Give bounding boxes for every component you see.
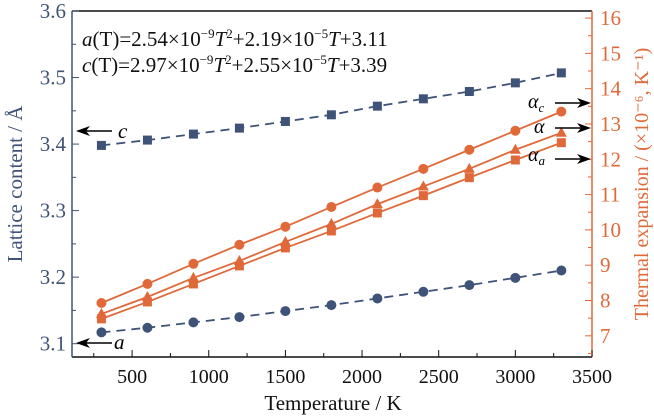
series-2-point [280, 221, 291, 232]
series-1-point [142, 322, 153, 333]
series-4-point [142, 297, 152, 307]
series-4-point [372, 208, 382, 218]
series-1-point [556, 265, 567, 276]
series-3-point [509, 143, 521, 154]
x-axis-title: Temperature / K [264, 391, 401, 415]
series-0-point [234, 123, 244, 133]
series-1-point [188, 317, 199, 328]
y-right-tick-label: 11 [600, 183, 620, 207]
arrow-c: c [76, 119, 128, 143]
series-3-point [417, 180, 429, 191]
y-left-tick-label: 3.4 [40, 132, 67, 156]
arrow-alpha-a-label: αa [528, 144, 546, 168]
series-4-point [280, 243, 290, 253]
x-tick-label: 500 [117, 366, 147, 388]
series-1-point [464, 280, 475, 291]
series-3-point [325, 217, 337, 228]
y-right-tick-label: 16 [600, 6, 621, 30]
series-4-point [326, 226, 336, 236]
y-right-tick-label: 8 [600, 289, 611, 313]
series-2-point [234, 239, 245, 250]
series-0-point [372, 101, 382, 111]
series-2-point [142, 278, 153, 289]
series-4-point [510, 155, 520, 165]
y-left-tick-label: 3.1 [40, 332, 66, 356]
series-2-point [188, 258, 199, 269]
series-3-point [463, 162, 475, 173]
series-4-point [418, 191, 428, 201]
series-0-point [418, 94, 428, 104]
series-2-point [418, 163, 429, 174]
x-tick-label: 1500 [265, 366, 305, 388]
series-4-point [96, 314, 106, 324]
arrow-alpha-label: α [534, 116, 545, 138]
y-left-tick-label: 3.6 [40, 0, 66, 23]
series-3-point [187, 271, 199, 282]
arrow-a-label: a [114, 330, 125, 354]
arrow-a: a [76, 330, 125, 354]
series-3-point [279, 235, 291, 246]
arrow-c-label: c [118, 119, 128, 143]
y-left-tick-label: 3.3 [40, 199, 66, 223]
series-2-point [510, 125, 521, 136]
y-right-tick-label: 12 [600, 147, 621, 171]
x-tick-label: 1000 [189, 366, 229, 388]
series-4-point [188, 279, 198, 289]
y-right-tick-label: 15 [600, 41, 621, 65]
series-2-point [464, 144, 475, 155]
series-0-line [101, 72, 562, 147]
series-0-point [464, 87, 474, 97]
series-2-point [556, 106, 567, 117]
series-3-point [371, 198, 383, 209]
x-tick-label: 3500 [572, 366, 612, 388]
y-left-tick-label: 3.5 [40, 66, 66, 90]
series-2-point [372, 182, 383, 193]
series-1-point [96, 327, 107, 338]
series-4-point [234, 261, 244, 271]
series-2-point [96, 297, 107, 308]
series-1-point [234, 312, 245, 323]
arrow-alpha: α [534, 116, 591, 138]
arrow-alpha-c: αc [528, 91, 591, 115]
y-right-tick-label: 9 [600, 253, 611, 277]
series-0-point [280, 116, 290, 126]
series-1-point [510, 272, 521, 283]
series-1-point [326, 300, 337, 311]
y-left-tick-label: 3.2 [40, 265, 66, 289]
series-4-point [464, 173, 474, 183]
equation-c: c(T)=2.97×10−9T2+2.55×10−5T+3.39 [82, 52, 387, 77]
series-0-point [510, 78, 520, 88]
series-3-point [555, 126, 567, 137]
y-right-tick-label: 14 [600, 77, 622, 101]
series-1-point [418, 286, 429, 297]
series-1-point [280, 306, 291, 317]
y-axis-right-title: Thermal expansion / (×10⁻⁶, K⁻¹) [631, 48, 653, 321]
series-0-point [188, 129, 198, 139]
arrow-alpha-a: αa [528, 144, 591, 168]
series-2-point [326, 201, 337, 212]
series-0-point [326, 110, 336, 120]
y-right-tick-label: 13 [600, 112, 621, 136]
series-0-point [556, 68, 566, 78]
series-0-point [96, 140, 106, 150]
series-1-point [372, 293, 383, 304]
x-tick-label: 2000 [342, 366, 382, 388]
y-axis-left-title: Lattice content / Å [3, 105, 27, 263]
x-tick-label: 2500 [419, 366, 459, 388]
y-right-tick-label: 7 [600, 324, 611, 348]
y-right-tick-label: 10 [600, 218, 621, 242]
series-0-point [142, 135, 152, 145]
equation-a: a(T)=2.54×10−9T2+2.19×10−5T+3.11 [82, 26, 388, 51]
x-tick-label: 3000 [495, 366, 535, 388]
arrow-alpha-c-label: αc [528, 91, 545, 115]
series-4-point [556, 138, 566, 148]
